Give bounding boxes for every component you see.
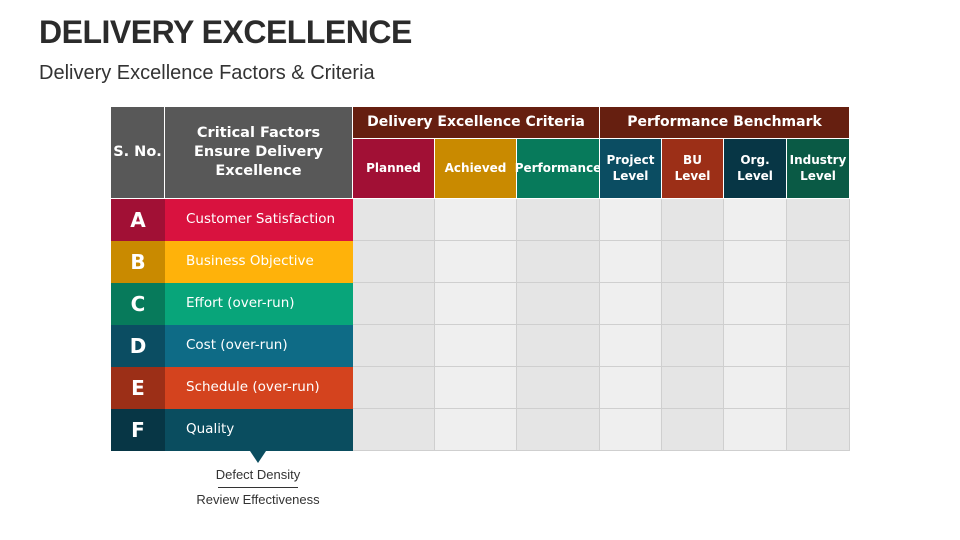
page-title: DELIVERY EXCELLENCE (39, 14, 412, 50)
table-cell[interactable] (600, 241, 662, 283)
table-cell[interactable] (724, 241, 787, 283)
table-cell[interactable] (435, 367, 517, 409)
table-cell[interactable] (353, 325, 435, 367)
row-letter: D (111, 325, 165, 367)
row-factor: Quality (165, 409, 353, 451)
table-cell[interactable] (435, 325, 517, 367)
table-cell[interactable] (724, 409, 787, 451)
column-header: Org. Level (724, 139, 786, 198)
quality-note-defect-density: Defect Density (215, 467, 301, 482)
table-cell[interactable] (517, 241, 600, 283)
page-subtitle: Delivery Excellence Factors & Criteria (39, 62, 375, 84)
column-header: Planned (353, 139, 434, 198)
table-cell[interactable] (724, 367, 787, 409)
table-cell[interactable] (600, 325, 662, 367)
note-divider (218, 487, 298, 488)
table-cell[interactable] (517, 199, 600, 241)
table-cell[interactable] (353, 241, 435, 283)
table-cell[interactable] (353, 367, 435, 409)
table-cell[interactable] (600, 409, 662, 451)
table-cell[interactable] (517, 367, 600, 409)
row-factor: Cost (over-run) (165, 325, 353, 367)
column-header: Performance (515, 139, 601, 198)
table-cell[interactable] (724, 325, 787, 367)
table-cell[interactable] (435, 199, 517, 241)
sno-header: S. No. (111, 107, 164, 198)
table-cell[interactable] (787, 241, 850, 283)
table-cell[interactable] (662, 241, 724, 283)
row-factor: Effort (over-run) (165, 283, 353, 325)
column-header: Achieved (435, 139, 516, 198)
table-cell[interactable] (662, 199, 724, 241)
table-cell[interactable] (662, 409, 724, 451)
row-letter: F (111, 409, 165, 451)
table-cell[interactable] (353, 199, 435, 241)
row-factor: Customer Satisfaction (165, 199, 353, 241)
table-cell[interactable] (662, 283, 724, 325)
row-letter: A (111, 199, 165, 241)
table-cell[interactable] (435, 241, 517, 283)
table-cell[interactable] (787, 325, 850, 367)
row-letter: C (111, 283, 165, 325)
row-factor: Business Objective (165, 241, 353, 283)
quality-note-review-effectiveness: Review Effectiveness (196, 492, 320, 507)
group-header-benchmark: Performance Benchmark (600, 107, 849, 138)
table-cell[interactable] (662, 325, 724, 367)
table-cell[interactable] (600, 283, 662, 325)
table-cell[interactable] (724, 283, 787, 325)
table-cell[interactable] (787, 367, 850, 409)
table-cell[interactable] (517, 409, 600, 451)
table-cell[interactable] (787, 409, 850, 451)
factor-header: Critical Factors Ensure Delivery Excelle… (165, 107, 352, 198)
pointer-arrow-icon (250, 451, 266, 463)
table-cell[interactable] (517, 283, 600, 325)
table-cell[interactable] (724, 199, 787, 241)
table-cell[interactable] (600, 367, 662, 409)
table-cell[interactable] (662, 367, 724, 409)
table-cell[interactable] (787, 199, 850, 241)
column-header: Industry Level (787, 139, 849, 198)
table-cell[interactable] (353, 283, 435, 325)
table-cell[interactable] (517, 325, 600, 367)
table-cell[interactable] (787, 283, 850, 325)
row-factor: Schedule (over-run) (165, 367, 353, 409)
row-letter: B (111, 241, 165, 283)
row-letter: E (111, 367, 165, 409)
column-header: BU Level (662, 139, 723, 198)
column-header: Project Level (600, 139, 661, 198)
table-cell[interactable] (435, 283, 517, 325)
table-cell[interactable] (600, 199, 662, 241)
table-cell[interactable] (435, 409, 517, 451)
group-header-criteria: Delivery Excellence Criteria (353, 107, 599, 138)
table-cell[interactable] (353, 409, 435, 451)
